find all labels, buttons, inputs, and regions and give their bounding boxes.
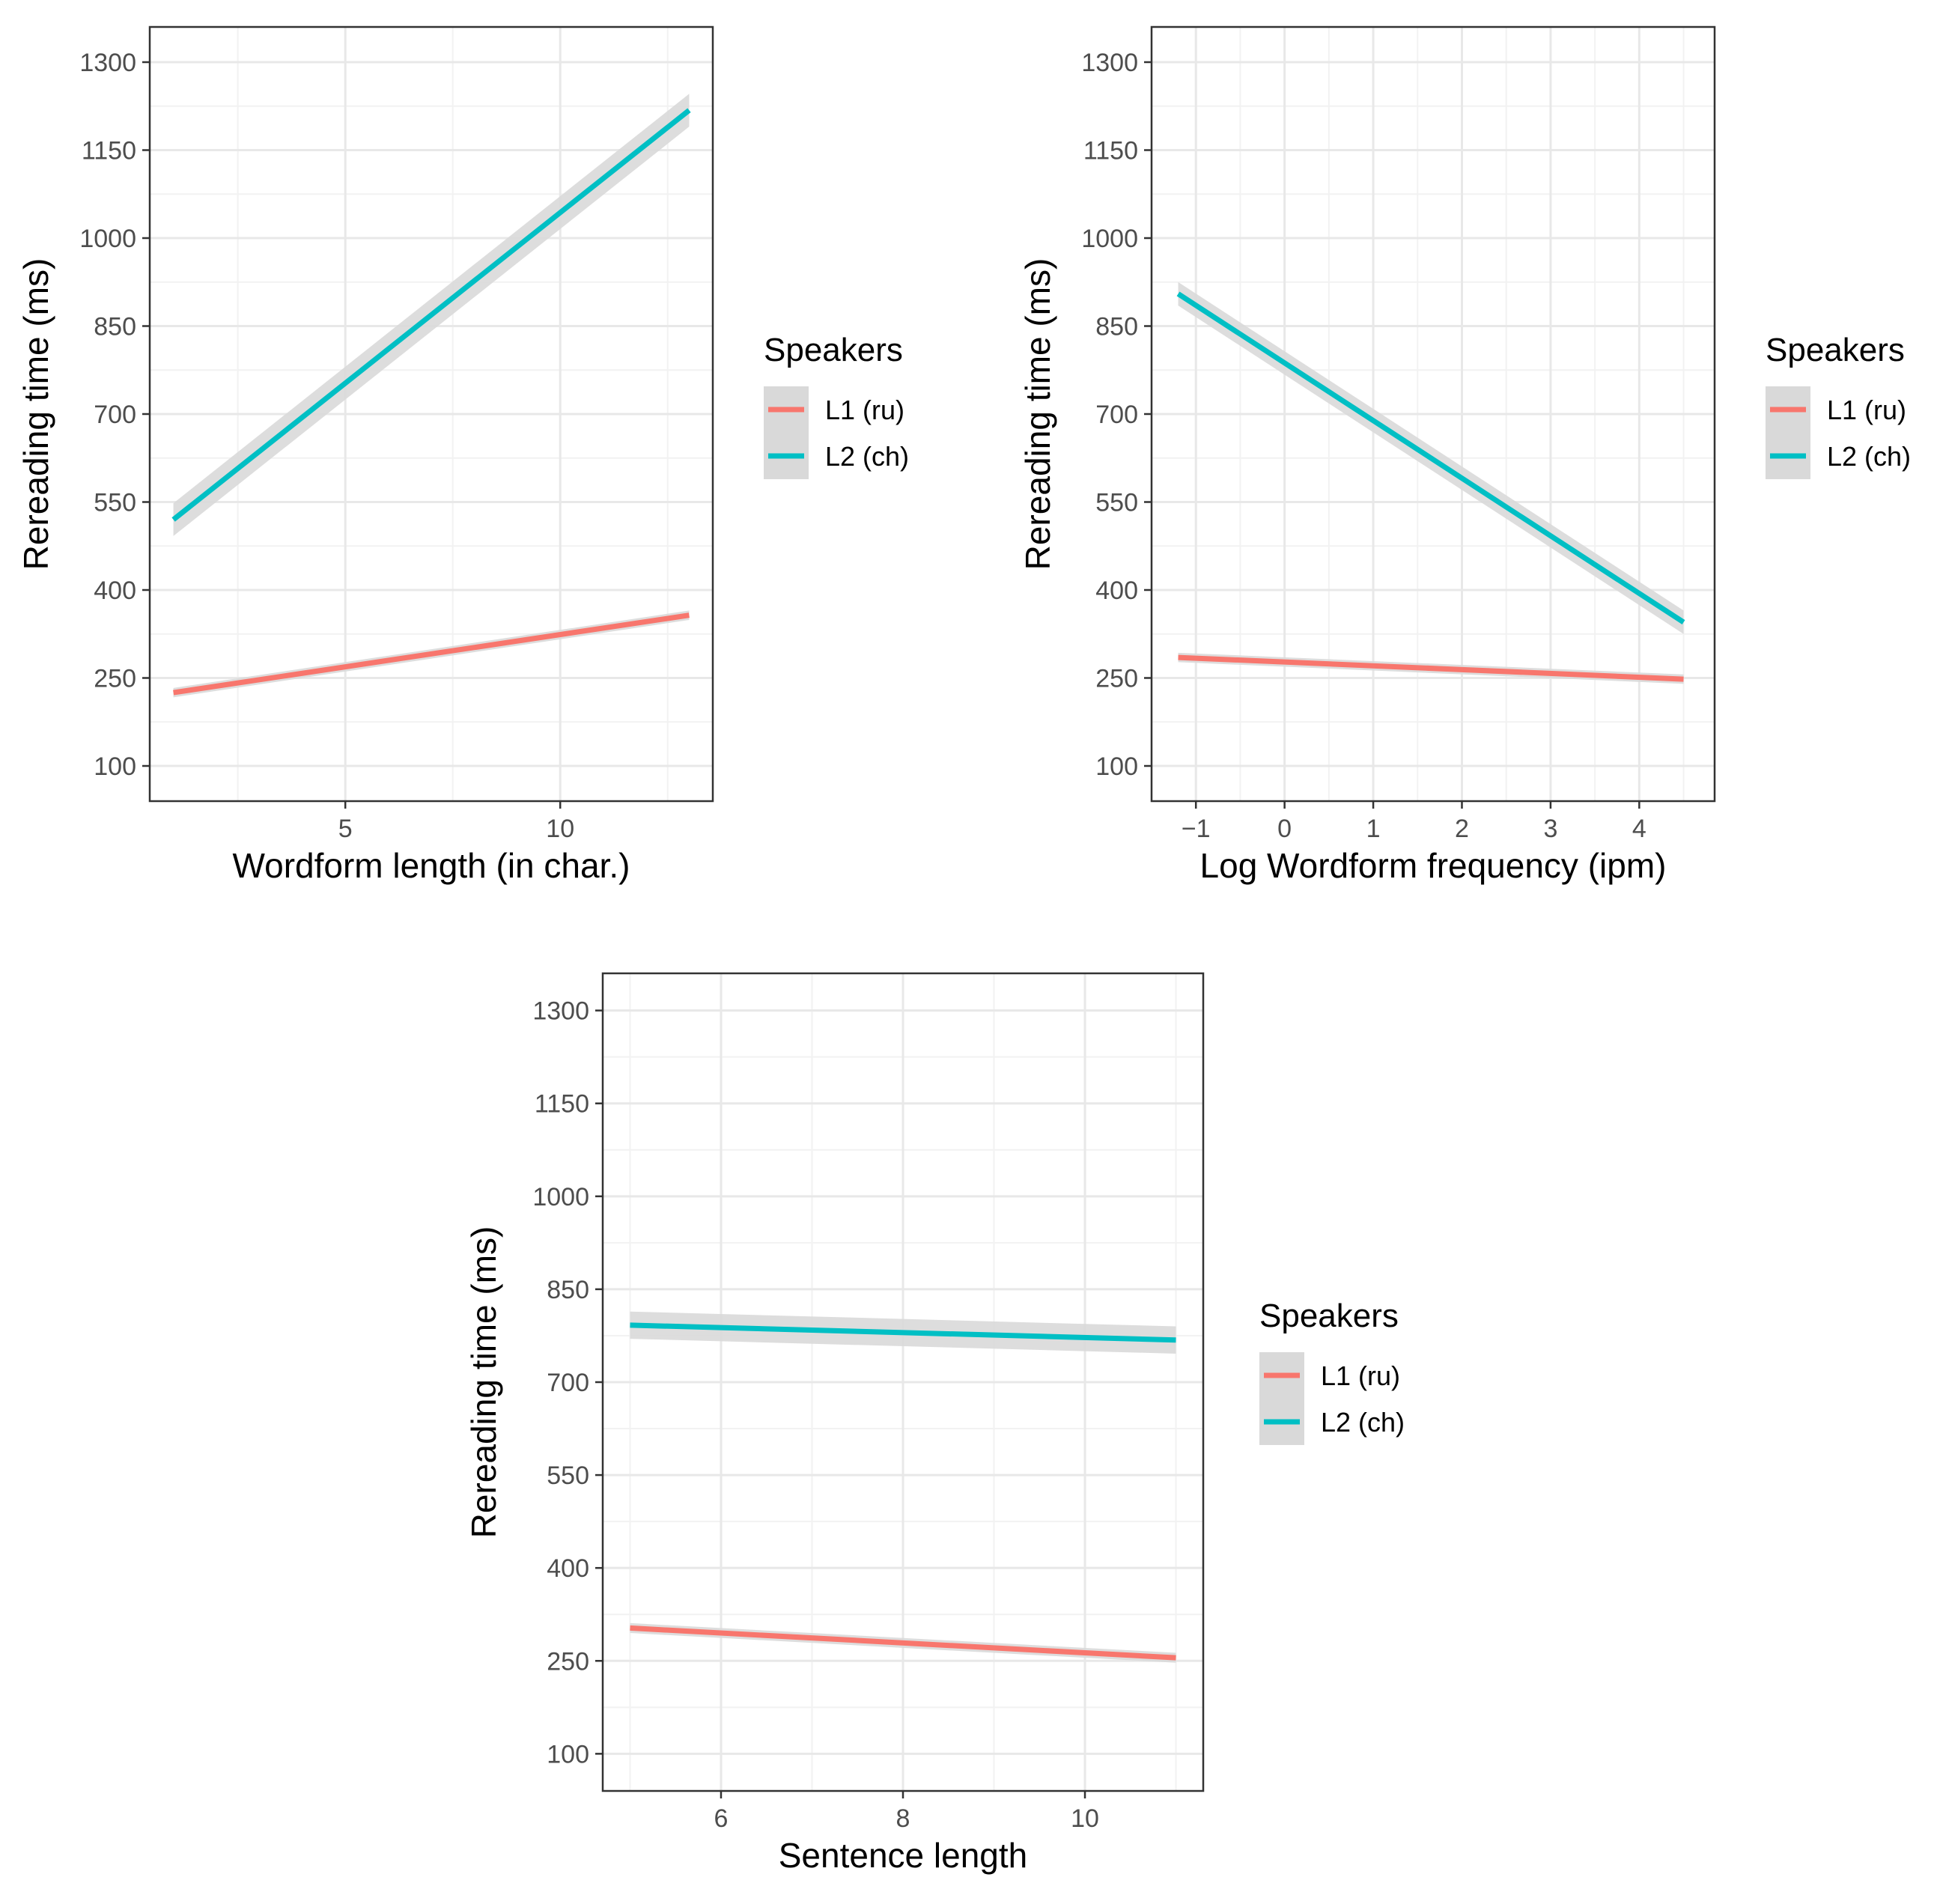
x-axis-title: Wordform length (in char.)	[233, 846, 630, 885]
y-tick-label: 850	[94, 313, 136, 341]
x-tick-label: 1	[1366, 815, 1381, 843]
legend: Speakers L1 (ru) L2 (ch)	[1766, 332, 1911, 479]
chart-panel-3: 100 250 400 550 700 850 1000 1150 1300 6 8 10 Senten…	[464, 972, 1405, 1875]
legend: Speakers L1 (ru) L2 (ch)	[1259, 1298, 1405, 1445]
y-tick-label: 550	[1095, 489, 1138, 517]
y-tick-label: 1300	[79, 49, 136, 77]
y-tick-label: 700	[94, 401, 136, 429]
series-line-l1-ru	[173, 612, 690, 696]
y-tick-label: 1150	[82, 137, 136, 165]
legend-title: Speakers	[764, 332, 903, 368]
y-tick-label: 100	[94, 752, 136, 781]
x-tick-label: 10	[546, 815, 574, 843]
y-tick-label: 100	[1095, 752, 1138, 781]
y-tick-label: 1000	[1081, 225, 1138, 253]
y-axis-title: Rereading time (ms)	[16, 258, 55, 571]
y-tick-label: 1300	[1081, 49, 1138, 77]
y-tick-label: 1150	[535, 1090, 589, 1119]
legend-label-l1-ru: L1 (ru)	[1321, 1360, 1400, 1391]
legend: Speakers L1 (ru) L2 (ch)	[764, 332, 909, 479]
y-tick-label: 400	[94, 577, 136, 605]
x-tick-label: 3	[1543, 815, 1557, 843]
x-tick-label: 10	[1071, 1804, 1099, 1833]
y-tick-label: 400	[547, 1554, 589, 1583]
y-tick-label: 850	[1095, 313, 1138, 341]
y-tick-label: 250	[547, 1647, 589, 1676]
y-tick-label: 700	[1095, 401, 1138, 429]
y-tick-label: 100	[547, 1740, 589, 1768]
legend-label-l1-ru: L1 (ru)	[825, 395, 904, 425]
x-tick-label: 4	[1632, 815, 1646, 843]
y-tick-label: 1150	[1083, 137, 1138, 165]
y-tick-label: 1300	[532, 997, 589, 1026]
series-line-l1-ru	[630, 1625, 1176, 1661]
y-axis-title: Rereading time (ms)	[1018, 258, 1057, 571]
y-tick-label: 400	[1095, 577, 1138, 605]
y-tick-label: 1000	[532, 1183, 589, 1211]
chart-panel-2: 100 250 400 550 700 850 1000 1150 1300 −1 0 1 2 3 4 Log…	[1018, 25, 1911, 885]
series-line-l2-ch	[171, 108, 691, 522]
legend-title: Speakers	[1259, 1298, 1399, 1334]
x-tick-label: 6	[714, 1804, 729, 1833]
x-tick-label: 2	[1455, 815, 1469, 843]
legend-title: Speakers	[1766, 332, 1905, 368]
y-axis-title: Rereading time (ms)	[464, 1226, 503, 1539]
series-line-l1-ru	[1178, 654, 1684, 682]
x-tick-label: 0	[1277, 815, 1292, 843]
series-line-l2-ch	[630, 1322, 1176, 1343]
legend-label-l2-ch: L2 (ch)	[825, 441, 909, 472]
y-tick-label: 850	[547, 1276, 589, 1304]
legend-label-l1-ru: L1 (ru)	[1827, 395, 1906, 425]
y-tick-label: 1000	[79, 225, 136, 253]
x-tick-label: −1	[1182, 815, 1211, 843]
legend-label-l2-ch: L2 (ch)	[1321, 1407, 1405, 1438]
y-tick-label: 550	[547, 1462, 589, 1490]
y-tick-label: 700	[547, 1369, 589, 1397]
chart-panel-1: 100 250 400 550 700 850 1000 1150 1300 5 10 Wordfor…	[16, 25, 909, 885]
x-tick-label: 5	[338, 815, 353, 843]
x-tick-label: 8	[896, 1804, 910, 1833]
y-tick-label: 250	[94, 665, 136, 693]
x-axis-title: Sentence length	[779, 1836, 1028, 1875]
series-line-l2-ch	[1176, 291, 1685, 625]
legend-label-l2-ch: L2 (ch)	[1827, 441, 1911, 472]
y-tick-label: 250	[1095, 665, 1138, 693]
x-axis-title: Log Wordform frequency (ipm)	[1200, 846, 1667, 885]
y-tick-label: 550	[94, 489, 136, 517]
